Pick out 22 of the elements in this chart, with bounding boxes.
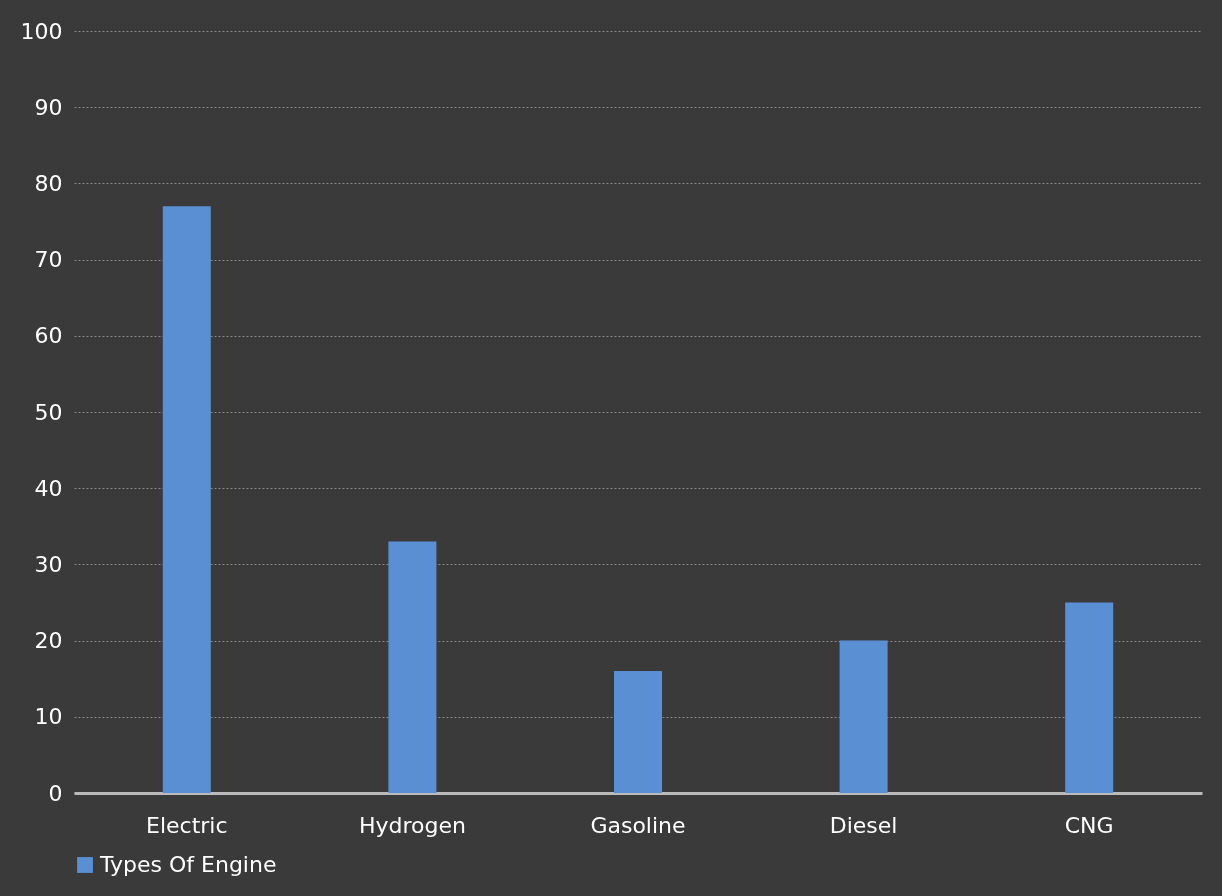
y-tick-label: 80 xyxy=(34,170,63,196)
y-tick-label: 40 xyxy=(34,475,63,501)
x-tick-label: Electric xyxy=(146,812,228,838)
y-tick-label: 90 xyxy=(34,94,63,120)
y-tick-label: 50 xyxy=(34,399,63,425)
bar xyxy=(614,671,662,793)
y-tick-label: 100 xyxy=(20,18,63,44)
y-tick-label: 0 xyxy=(48,780,63,806)
y-tick-label: 20 xyxy=(34,628,63,654)
y-tick-label: 70 xyxy=(34,247,63,273)
x-tick-label: Hydrogen xyxy=(358,812,466,838)
y-tick-label: 30 xyxy=(34,551,63,577)
bar xyxy=(388,541,437,793)
x-tick-label: Diesel xyxy=(829,812,898,838)
x-tick-label: Gasoline xyxy=(590,812,686,838)
bar xyxy=(839,640,888,793)
legend-label: Types Of Engine xyxy=(99,852,277,877)
bar xyxy=(162,206,211,793)
y-tick-label: 10 xyxy=(34,704,63,730)
x-tick-label: CNG xyxy=(1064,812,1114,838)
bar xyxy=(1065,602,1114,793)
y-tick-label: 60 xyxy=(34,323,63,349)
